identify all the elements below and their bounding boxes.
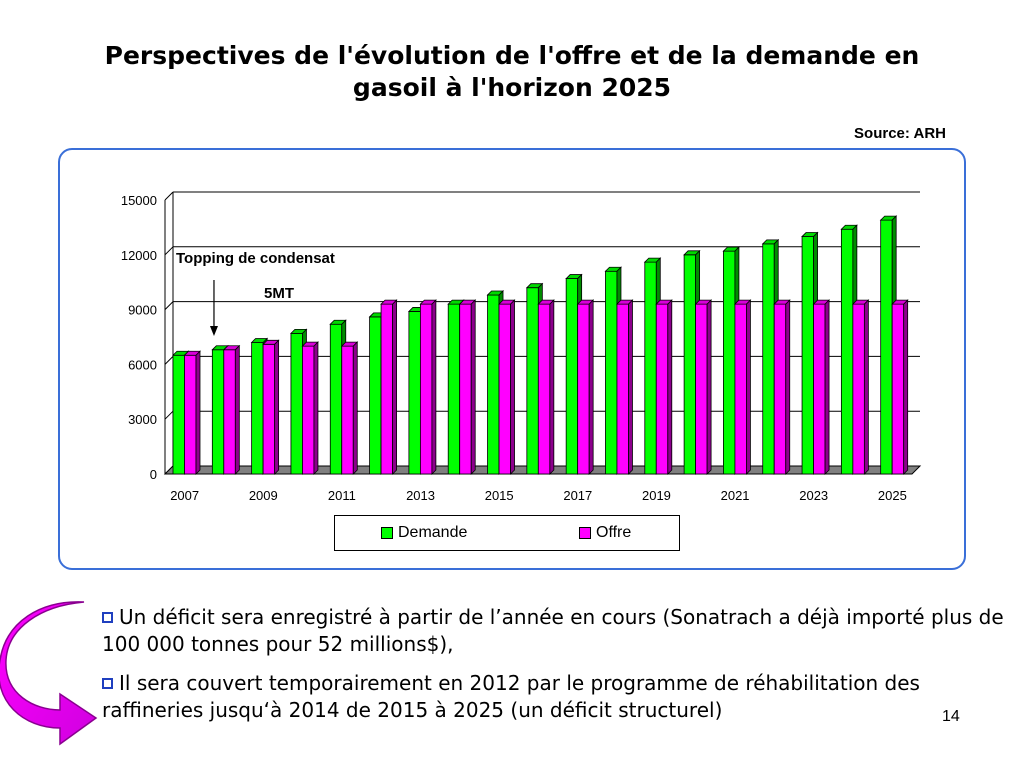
x-tick-label: 2025 — [878, 488, 907, 503]
slide-title-line-2: gasoil à l'horizon 2025 — [352, 73, 672, 102]
x-tick-label: 2011 — [328, 488, 356, 503]
x-tick-label: 2007 — [170, 488, 199, 503]
gridline-depth — [164, 246, 174, 256]
bar-offre-2025 — [891, 299, 909, 475]
bar-offre-2024 — [851, 299, 870, 475]
chart-legend: Demande Offre — [334, 515, 680, 551]
bar-offre-2017 — [576, 299, 595, 475]
legend-item-offre: Offre — [579, 524, 631, 542]
bar-offre-2007 — [183, 350, 201, 475]
decorative-swirl-arrow-icon — [0, 601, 98, 746]
y-tick-label: 0 — [150, 467, 157, 482]
checkbox-bullet-icon — [102, 678, 113, 689]
bullet-item-2: Il sera couvert temporairement en 2012 p… — [102, 670, 938, 724]
y-tick-label: 6000 — [128, 357, 157, 372]
y-tick-label: 3000 — [128, 412, 157, 427]
legend-swatch-offre — [579, 527, 591, 539]
legend-label-demande: Demande — [398, 524, 468, 541]
gridline-depth — [164, 301, 174, 310]
bar-offre-2019 — [655, 299, 673, 475]
chart-frame — [58, 148, 966, 570]
annotation-5mt-label: 5MT — [264, 285, 294, 302]
bullet-text-2: Il sera couvert temporairement en 2012 p… — [102, 671, 920, 722]
annotation-arrow-head — [209, 326, 218, 336]
x-tick-label: 2015 — [485, 488, 514, 503]
bar-offre-2012 — [380, 299, 398, 475]
x-tick-label: 2021 — [721, 488, 750, 503]
legend-swatch-demande — [381, 527, 393, 539]
source-label: Source: ARH — [854, 125, 946, 142]
bar-offre-2011 — [340, 341, 359, 475]
bar-offre-2022 — [773, 299, 791, 475]
bar-offre-2021 — [733, 299, 752, 475]
bar-offre-2014 — [458, 299, 477, 475]
bar-offre-2008 — [222, 344, 241, 475]
checkbox-bullet-icon — [102, 612, 113, 623]
slide-title: Perspectives de l'évolution de l'offre e… — [60, 40, 964, 104]
legend-item-demande: Demande — [381, 524, 467, 542]
bullet-item-1: Un déficit sera enregistré à partir de l… — [102, 604, 1012, 658]
gridline-depth — [164, 410, 174, 420]
x-tick-label: 2009 — [249, 488, 278, 503]
x-tick-label: 2023 — [799, 488, 828, 503]
gridline-depth — [164, 191, 174, 201]
bar-offre-2013 — [419, 299, 437, 475]
bar-offre-2023 — [812, 299, 831, 475]
x-tick-label: 2019 — [642, 488, 671, 503]
y-tick-label: 9000 — [128, 303, 157, 318]
bar-offre-2015 — [498, 299, 516, 475]
bullet-text-1: Un déficit sera enregistré à partir de l… — [102, 605, 1004, 656]
bar-offre-2018 — [616, 299, 634, 475]
bar-offre-2016 — [537, 299, 555, 475]
legend-label-offre: Offre — [596, 524, 632, 541]
page-number: 14 — [942, 708, 960, 725]
y-tick-label: 15000 — [121, 193, 157, 208]
y-tick-label: 12000 — [121, 248, 157, 263]
x-tick-label: 2017 — [563, 488, 592, 503]
bar-chart: 0 3000 6000 9000 12000 15000 2007 2009 2011 2013 2… — [121, 191, 922, 503]
bar-offre-2020 — [694, 299, 713, 475]
slide-title-line-1: Perspectives de l'évolution de l'offre e… — [104, 41, 920, 70]
bullet-list: Un déficit sera enregistré à partir de l… — [102, 604, 1012, 736]
x-tick-label: 2013 — [406, 488, 435, 503]
bar-offre-2009 — [262, 339, 280, 475]
bar-offre-2010 — [301, 341, 319, 475]
annotation-topping-label: Topping de condensat — [176, 250, 335, 267]
gridline-depth — [164, 356, 174, 365]
